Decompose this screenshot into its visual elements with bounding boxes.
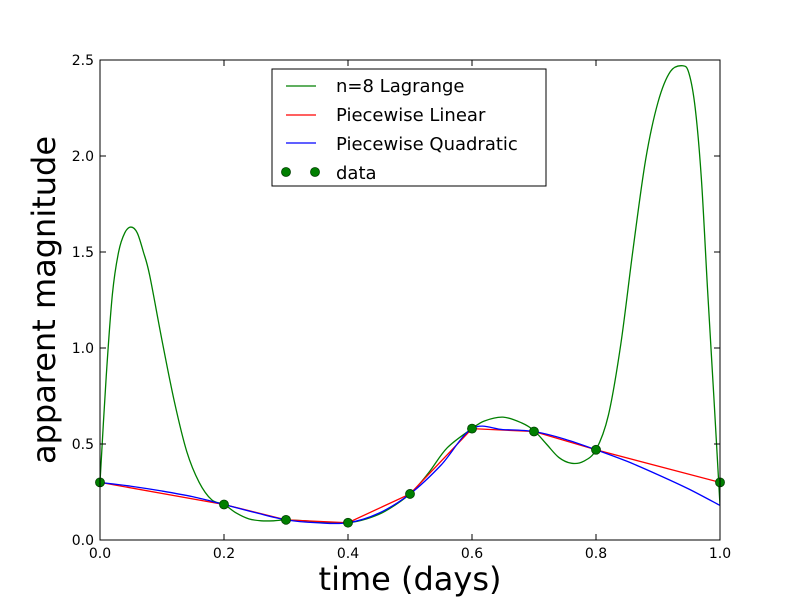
legend-label-linear: Piecewise Linear bbox=[336, 105, 486, 126]
y-tick-label: 0.5 bbox=[72, 437, 94, 453]
x-tick-label: 1.0 bbox=[709, 546, 731, 562]
y-axis-title: apparent magnitude bbox=[25, 136, 63, 464]
legend-marker-data-2 bbox=[310, 167, 320, 177]
y-tick-label: 0.0 bbox=[72, 533, 94, 549]
x-tick-label: 0.6 bbox=[461, 546, 483, 562]
legend-marker-data-1 bbox=[281, 167, 291, 177]
legend-label-quadratic: Piecewise Quadratic bbox=[336, 134, 518, 155]
legend-label-lagrange: n=8 Lagrange bbox=[336, 76, 465, 97]
y-tick-label: 2.5 bbox=[72, 53, 94, 69]
x-tick-label: 0.2 bbox=[213, 546, 235, 562]
data-point bbox=[219, 499, 229, 510]
legend: n=8 Lagrange Piecewise Linear Piecewise … bbox=[271, 68, 547, 187]
legend-label-data: data bbox=[336, 163, 377, 184]
data-point bbox=[591, 444, 601, 455]
data-point bbox=[281, 514, 291, 525]
y-tick-label: 1.0 bbox=[72, 341, 94, 357]
x-tick-label: 0.8 bbox=[585, 546, 607, 562]
data-point bbox=[405, 489, 415, 499]
tick-layer: 0.0 0.2 0.4 0.6 0.8 1.0 0.0 0.5 1.0 1.5 2.0 2.5 bbox=[72, 53, 731, 562]
plot-frame bbox=[99, 59, 721, 541]
data-point bbox=[467, 423, 477, 434]
x-tick-label: 0.4 bbox=[337, 546, 359, 562]
y-tick-label: 2.0 bbox=[72, 149, 94, 165]
x-tick-label: 0.0 bbox=[89, 546, 111, 562]
x-axis-title: time (days) bbox=[319, 560, 502, 598]
data-point bbox=[529, 426, 539, 437]
legend-box bbox=[271, 68, 547, 187]
data-point bbox=[343, 517, 353, 528]
y-tick-label: 1.5 bbox=[72, 245, 94, 261]
